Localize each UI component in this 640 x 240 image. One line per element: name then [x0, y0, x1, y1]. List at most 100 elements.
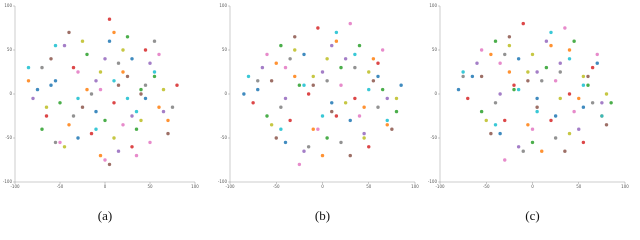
- point: [376, 61, 380, 65]
- point: [390, 127, 394, 131]
- point: [540, 79, 544, 83]
- point: [572, 109, 576, 114]
- point: [49, 83, 53, 87]
- point: [461, 74, 465, 79]
- point: [586, 74, 590, 79]
- point: [175, 83, 179, 87]
- point: [339, 140, 343, 145]
- point: [526, 79, 530, 83]
- point: [470, 74, 475, 79]
- y-tick-label: 0: [9, 91, 12, 96]
- point: [251, 101, 255, 105]
- x-tick-label: -50: [483, 184, 490, 189]
- point: [62, 145, 67, 149]
- point: [367, 87, 371, 92]
- point: [604, 92, 609, 96]
- point: [112, 79, 116, 83]
- point: [530, 52, 535, 57]
- point: [139, 92, 143, 96]
- point: [283, 96, 288, 101]
- point: [293, 74, 297, 79]
- point: [581, 140, 586, 145]
- point: [493, 123, 498, 127]
- point: [293, 35, 297, 39]
- point: [367, 145, 371, 149]
- point: [498, 131, 502, 136]
- point: [456, 87, 461, 92]
- point: [600, 101, 604, 105]
- point: [116, 149, 121, 153]
- point: [604, 123, 609, 127]
- point: [121, 48, 125, 52]
- point: [535, 96, 539, 101]
- point: [475, 61, 479, 65]
- point: [549, 30, 553, 35]
- point: [283, 65, 288, 70]
- point: [512, 87, 516, 92]
- point: [540, 149, 544, 153]
- point: [71, 65, 76, 70]
- point: [53, 43, 58, 48]
- point: [590, 65, 595, 70]
- point: [516, 145, 521, 149]
- point: [334, 30, 339, 35]
- point: [103, 118, 107, 123]
- x-tick-label: 0: [531, 184, 534, 189]
- point: [130, 145, 134, 149]
- point: [544, 39, 549, 43]
- point: [288, 57, 292, 61]
- point: [334, 39, 339, 43]
- y-tick-label: 50: [7, 47, 13, 52]
- point: [348, 118, 352, 123]
- point: [503, 158, 507, 162]
- y-tick-label: 100: [4, 3, 12, 8]
- point: [498, 61, 502, 65]
- point: [152, 74, 157, 79]
- point: [549, 43, 553, 48]
- point: [516, 87, 521, 92]
- point: [265, 52, 269, 57]
- point: [107, 39, 112, 43]
- point: [535, 105, 539, 109]
- x-tick-label: -100: [435, 184, 445, 189]
- point: [116, 83, 121, 87]
- point: [479, 48, 484, 52]
- point: [353, 52, 357, 57]
- point: [143, 83, 148, 87]
- x-tick-label: -100: [10, 184, 20, 189]
- y-tick-label: 0: [434, 91, 437, 96]
- point: [325, 57, 329, 61]
- point: [139, 87, 143, 92]
- point: [26, 65, 31, 70]
- point: [157, 105, 161, 109]
- point: [26, 79, 31, 83]
- point: [152, 39, 157, 43]
- point: [320, 70, 325, 74]
- point: [53, 79, 58, 83]
- point: [544, 65, 549, 70]
- point: [58, 101, 62, 105]
- point: [553, 114, 558, 118]
- point: [394, 109, 399, 114]
- point: [530, 140, 535, 145]
- point: [274, 61, 278, 65]
- point: [484, 118, 488, 123]
- point: [103, 158, 107, 162]
- point: [94, 79, 98, 83]
- point: [334, 114, 339, 118]
- point: [466, 96, 470, 101]
- point: [112, 136, 116, 140]
- point: [330, 101, 334, 105]
- point: [242, 92, 246, 96]
- point: [343, 57, 348, 61]
- point: [367, 70, 371, 74]
- point: [288, 118, 292, 123]
- point: [380, 48, 385, 52]
- point: [503, 52, 507, 57]
- point: [85, 52, 89, 57]
- point: [107, 17, 112, 21]
- point: [553, 136, 558, 140]
- point: [148, 140, 152, 145]
- point: [125, 96, 130, 101]
- point: [507, 43, 512, 48]
